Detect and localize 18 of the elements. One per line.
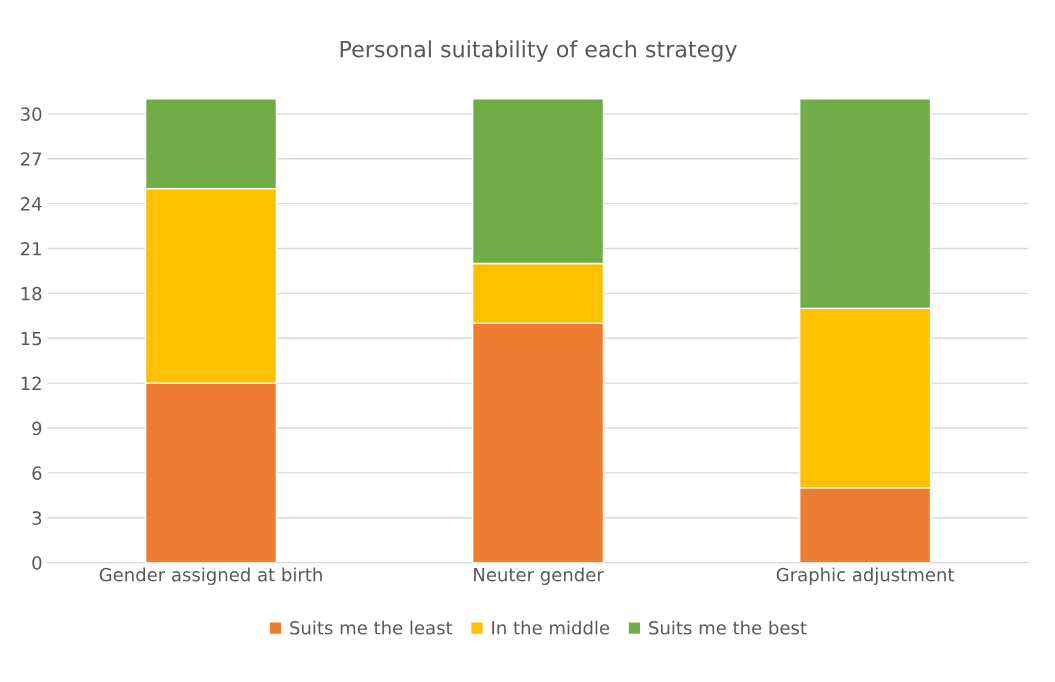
chart-title: Personal suitability of each strategy xyxy=(340,40,737,62)
y-tick-label: 0 xyxy=(32,556,42,570)
y-tick-label: 6 xyxy=(32,466,42,481)
x-tick-label: Neuter gender xyxy=(474,567,604,585)
y-tick-label: 24 xyxy=(20,197,42,211)
y-tick-label: 27 xyxy=(20,152,42,166)
y-tick-label: 9 xyxy=(32,421,42,436)
legend-label: Suits me the best xyxy=(649,620,807,635)
legend-label: In the middle xyxy=(492,620,610,635)
y-tick-label: 12 xyxy=(21,376,41,390)
y-tick-label: 15 xyxy=(21,331,42,346)
y-tick-label: 21 xyxy=(20,241,41,256)
y-tick-label: 18 xyxy=(21,286,42,301)
y-tick-label: 3 xyxy=(32,511,42,525)
y-tick-label: 30 xyxy=(21,107,42,121)
legend-label: Suits me the least xyxy=(290,620,453,635)
x-tick-label: Gender assigned at birth xyxy=(99,567,322,585)
x-tick-label: Graphic adjustment xyxy=(776,567,955,585)
